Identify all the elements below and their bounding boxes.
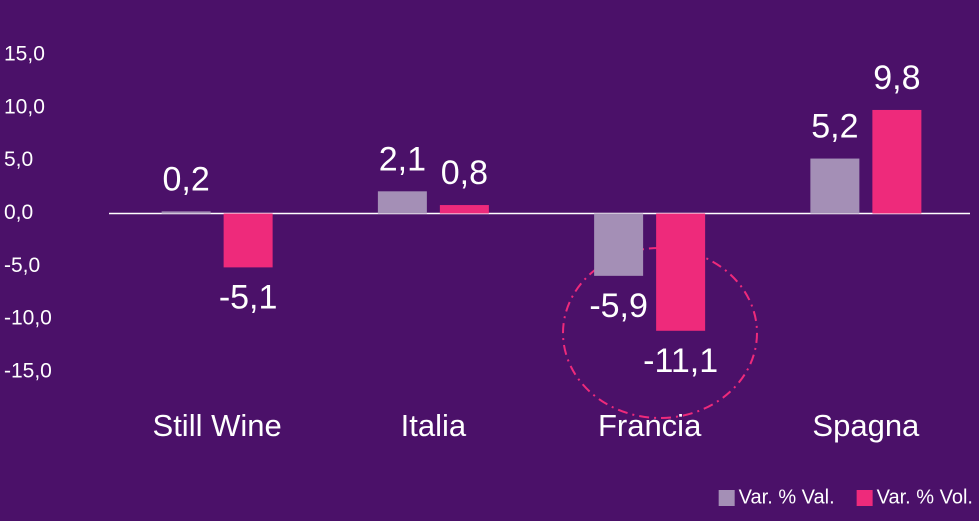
bar (161, 211, 211, 214)
y-tick-label: 10,0 (4, 95, 45, 118)
legend-label: Var. % Vol. (877, 486, 973, 508)
bar (872, 109, 922, 214)
bar (594, 213, 644, 276)
bar (439, 205, 489, 214)
bar (223, 213, 273, 268)
y-tick-label: 5,0 (4, 148, 33, 171)
x-tick-label: Italia (401, 408, 467, 443)
legend-swatch (718, 490, 735, 506)
bar (377, 191, 427, 214)
value-label: 2,1 (379, 140, 426, 178)
legend-swatch (856, 490, 873, 506)
x-tick-label: Spagna (812, 408, 920, 443)
value-label: 9,8 (873, 59, 920, 97)
y-tick-label: -15,0 (4, 360, 52, 383)
value-label: -11,1 (643, 342, 718, 380)
value-label: 0,8 (441, 154, 488, 192)
value-label: 5,2 (811, 108, 858, 146)
legend-label: Var. % Val. (739, 486, 835, 508)
y-tick-label: -5,0 (4, 254, 40, 277)
value-label: 0,2 (162, 160, 209, 198)
value-label: -5,1 (219, 278, 278, 316)
x-tick-label: Francia (598, 408, 702, 443)
y-tick-label: 15,0 (4, 43, 45, 66)
x-tick-label: Still Wine (153, 408, 282, 443)
y-tick-label: -10,0 (4, 307, 52, 330)
y-tick-label: 0,0 (4, 201, 33, 224)
bar (656, 213, 706, 331)
bar (810, 158, 860, 214)
highlight-circle (562, 247, 758, 419)
value-label: -5,9 (589, 287, 648, 325)
